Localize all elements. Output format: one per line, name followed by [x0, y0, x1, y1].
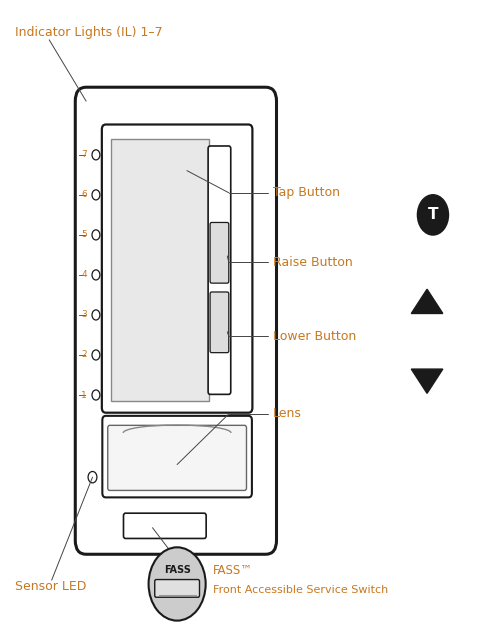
Polygon shape [411, 289, 443, 313]
Text: 6: 6 [81, 190, 87, 199]
FancyBboxPatch shape [210, 222, 229, 283]
FancyBboxPatch shape [210, 292, 229, 353]
Text: Front Accessible Service Switch: Front Accessible Service Switch [213, 585, 388, 595]
Text: 2: 2 [82, 351, 87, 360]
Text: Indicator Lights (IL) 1–7: Indicator Lights (IL) 1–7 [15, 27, 162, 39]
Text: Tap Button: Tap Button [273, 186, 340, 199]
Text: 7: 7 [81, 150, 87, 159]
FancyBboxPatch shape [108, 425, 246, 490]
Text: Raise Button: Raise Button [273, 256, 353, 269]
Text: Sensor LED: Sensor LED [15, 580, 86, 593]
Circle shape [149, 547, 206, 621]
Circle shape [88, 471, 97, 483]
Circle shape [417, 194, 449, 236]
Polygon shape [411, 369, 443, 393]
Circle shape [92, 190, 100, 200]
FancyBboxPatch shape [102, 416, 252, 497]
Circle shape [92, 310, 100, 320]
FancyBboxPatch shape [75, 87, 277, 554]
FancyBboxPatch shape [123, 513, 206, 538]
Text: 1: 1 [81, 391, 87, 399]
Circle shape [92, 150, 100, 160]
Text: FASS™: FASS™ [213, 564, 253, 576]
Text: Lower Button: Lower Button [273, 330, 356, 343]
Circle shape [92, 270, 100, 280]
FancyBboxPatch shape [111, 139, 209, 401]
FancyBboxPatch shape [102, 125, 252, 413]
Circle shape [92, 390, 100, 400]
Text: 4: 4 [82, 270, 87, 279]
Text: T: T [428, 207, 438, 222]
Circle shape [92, 350, 100, 360]
Text: FASS: FASS [164, 565, 190, 575]
FancyBboxPatch shape [154, 580, 200, 597]
Text: 3: 3 [81, 310, 87, 319]
Circle shape [92, 230, 100, 240]
FancyBboxPatch shape [208, 146, 231, 394]
Text: Lens: Lens [273, 408, 302, 420]
Text: 5: 5 [81, 231, 87, 240]
